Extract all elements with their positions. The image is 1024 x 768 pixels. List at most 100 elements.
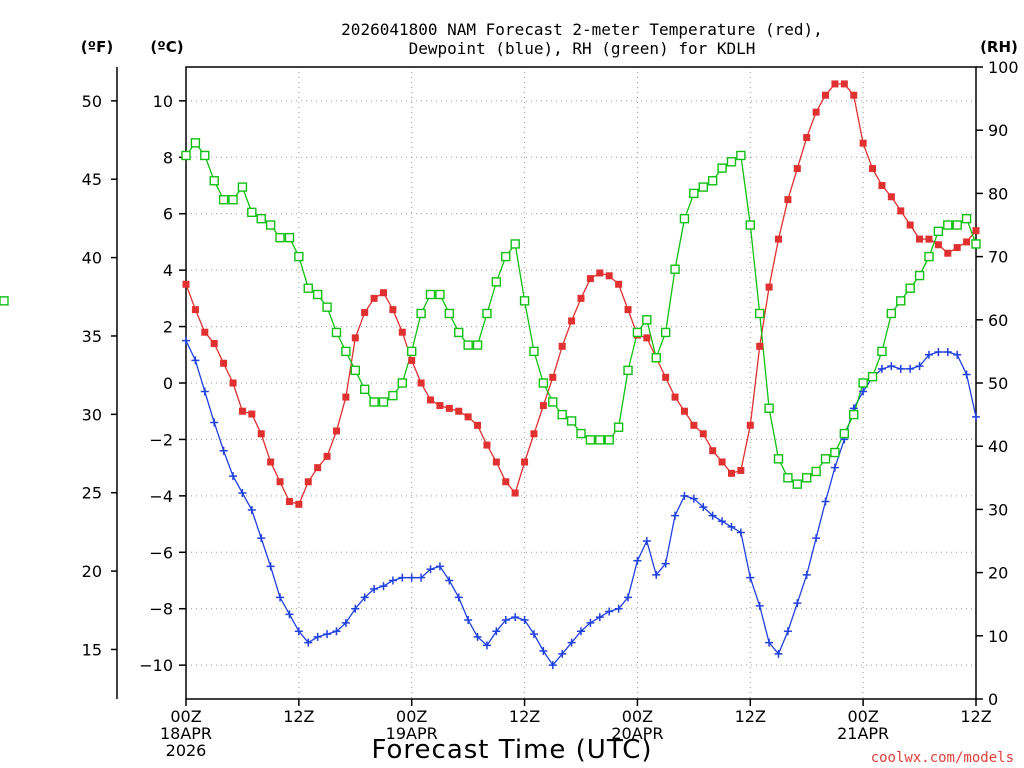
dewpoint-point — [313, 632, 322, 641]
celsius-unit-label: (ºC) — [150, 38, 183, 56]
x-tick-label: 12Z — [509, 707, 540, 726]
temperature-point — [210, 340, 218, 347]
temperature-point — [370, 294, 378, 302]
dewpoint-point — [896, 364, 905, 373]
temperature-point — [812, 108, 820, 116]
rh-point — [595, 435, 605, 445]
celsius-tick-label: 0 — [163, 374, 173, 393]
rh-point — [256, 213, 266, 224]
temperature-point — [718, 458, 726, 466]
dewpoint-point — [633, 556, 642, 565]
dewpoint-point — [680, 491, 689, 500]
dewpoint-point — [652, 570, 661, 579]
dewpoint-point — [482, 641, 491, 650]
rh-tick-label: 30 — [988, 500, 1008, 519]
rh-point — [350, 365, 360, 376]
temperature-point — [859, 139, 867, 147]
dewpoint-point — [614, 604, 623, 613]
temperature-point — [775, 235, 782, 243]
chart-title-line-1: 2026041800 NAM Forecast 2-meter Temperat… — [341, 20, 823, 39]
fahrenheit-tick-label: 35 — [82, 327, 102, 346]
temperature-point — [671, 393, 679, 401]
dewpoint-point — [501, 616, 510, 624]
rh-point — [811, 466, 821, 477]
rh-point — [519, 296, 530, 306]
temperature-point — [314, 464, 322, 472]
x-tick-label: 00Z — [622, 707, 653, 726]
rh-point — [557, 409, 567, 420]
dewpoint-point — [332, 627, 341, 636]
temperature-point — [840, 80, 848, 88]
temperature-point — [483, 441, 491, 449]
rh-point — [416, 308, 426, 319]
fahrenheit-tick-label: 15 — [82, 640, 102, 659]
dewpoint-point — [379, 582, 388, 591]
temperature-point — [765, 283, 773, 291]
rh-tick-label: 70 — [988, 248, 1008, 267]
rh-point — [482, 308, 492, 319]
dewpoint-point — [238, 489, 247, 498]
x-tick-label: 19APR — [386, 724, 438, 743]
rh-point — [745, 220, 755, 230]
temperature-point — [464, 413, 472, 421]
temperature-point — [295, 500, 303, 508]
dewpoint-point — [718, 517, 727, 526]
temperature-point — [408, 356, 416, 364]
temperature-point — [436, 402, 444, 410]
rh-point — [585, 435, 596, 445]
temperature-point — [963, 238, 971, 246]
rh-point — [604, 435, 614, 445]
dewpoint-point — [464, 616, 473, 624]
dewpoint-point — [398, 573, 407, 582]
rh-point — [566, 416, 577, 426]
rh-point — [529, 346, 539, 357]
rh-point — [463, 340, 473, 350]
rh-point — [312, 289, 323, 300]
rh-point — [886, 308, 897, 319]
rh-point — [576, 428, 586, 439]
temperature-point — [276, 478, 284, 486]
rh-point — [877, 346, 887, 357]
x-tick-label: 18APR — [160, 724, 212, 743]
dewpoint-point — [266, 562, 275, 571]
rh-point — [651, 353, 661, 363]
dewpoint-line — [185, 340, 977, 667]
rh-point — [623, 365, 633, 376]
rh-point — [0, 296, 9, 306]
temperature-point — [643, 334, 651, 342]
dewpoint-point — [435, 562, 444, 571]
temperature-point — [539, 402, 547, 410]
temperature-point — [944, 249, 952, 257]
rh-point — [435, 289, 445, 300]
rh-point — [905, 283, 915, 293]
temperature-point — [417, 379, 425, 387]
rh-point — [228, 195, 238, 205]
dewpoint-point — [877, 364, 886, 373]
rh-point — [896, 296, 906, 306]
rh-point — [783, 473, 793, 483]
rh-point — [181, 150, 191, 161]
dewpoint-point — [962, 370, 971, 379]
dewpoint-point — [558, 649, 567, 658]
rh-point — [472, 340, 483, 350]
rh-point — [924, 251, 934, 262]
celsius-tick-label: 10 — [153, 92, 173, 111]
dewpoint-point — [257, 534, 266, 543]
temperature-point — [285, 498, 293, 505]
rh-point — [454, 327, 464, 338]
rh-point — [764, 403, 774, 413]
temperature-point — [201, 328, 209, 336]
dewpoint-point — [577, 627, 585, 636]
rh-point — [378, 397, 389, 407]
rh-point — [190, 138, 201, 148]
dewpoint-point — [247, 505, 256, 514]
rh-point — [247, 207, 257, 218]
rh-point — [491, 277, 502, 287]
temperature-point — [455, 407, 463, 415]
temperature-point — [596, 269, 604, 277]
dewpoint-point — [746, 573, 755, 582]
dewpoint-point — [953, 350, 962, 359]
dewpoint-point — [529, 630, 538, 639]
rh-tick-label: 10 — [988, 627, 1008, 646]
rh-point — [359, 384, 370, 395]
